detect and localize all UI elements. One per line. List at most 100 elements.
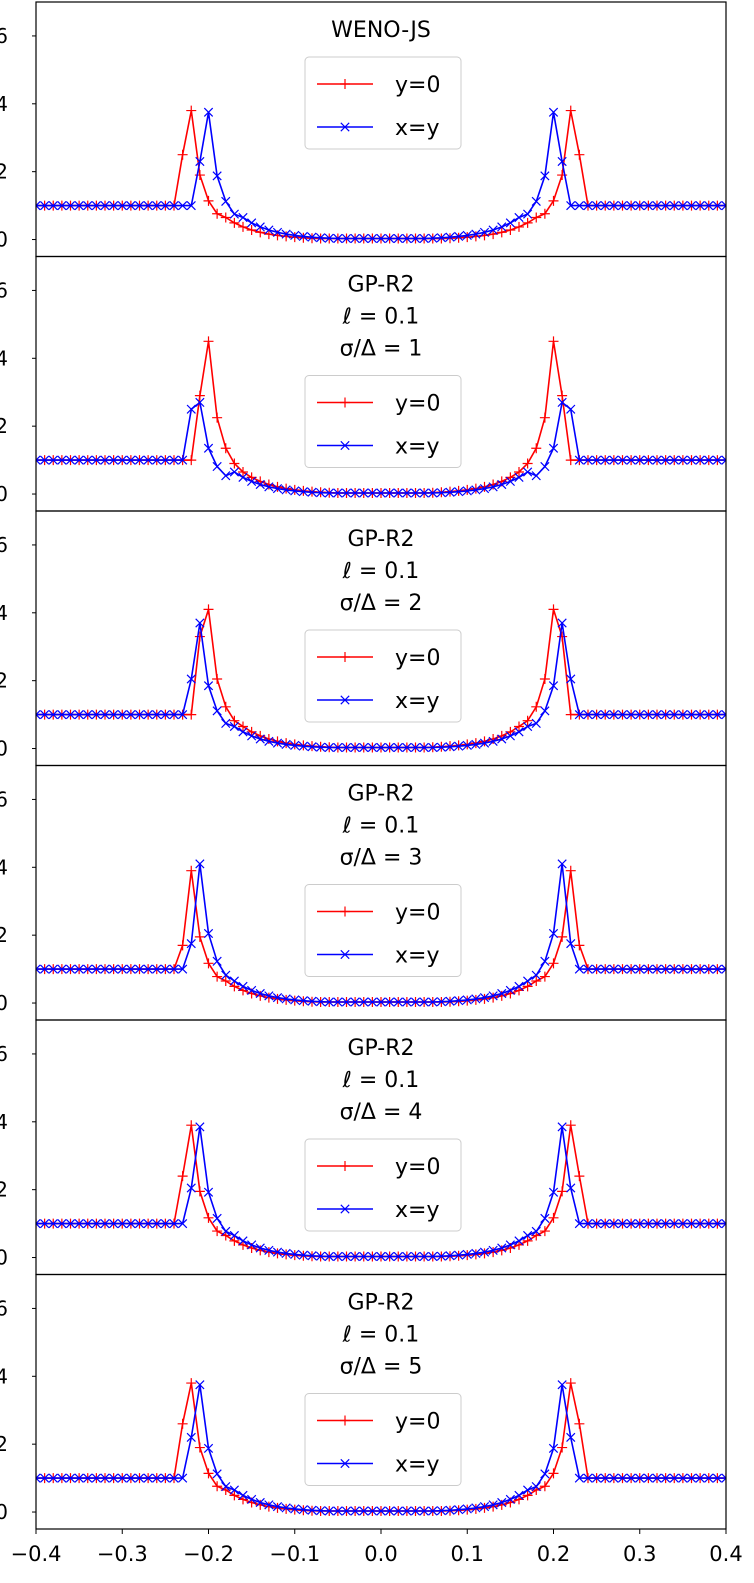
- data-point: [134, 964, 145, 974]
- data-point: [169, 709, 179, 720]
- data-point: [324, 233, 334, 243]
- data-point: [281, 229, 291, 239]
- data-point: [540, 1213, 550, 1223]
- data-point: [74, 709, 84, 720]
- data-point: [488, 1247, 499, 1258]
- series-xy: [36, 397, 726, 498]
- data-point: [410, 997, 421, 1007]
- data-point: [496, 1245, 507, 1256]
- data-point: [721, 709, 726, 720]
- legend-marker: [340, 949, 350, 960]
- data-point: [290, 995, 300, 1005]
- data-point: [686, 964, 697, 974]
- data-point: [496, 227, 507, 238]
- data-point: [117, 964, 127, 974]
- data-point: [557, 156, 567, 167]
- data-point: [514, 981, 524, 991]
- data-point: [393, 233, 403, 244]
- data-point: [445, 232, 455, 242]
- data-point: [678, 1218, 688, 1229]
- data-point: [712, 200, 722, 211]
- data-point: [221, 196, 231, 206]
- data-point: [531, 196, 541, 206]
- data-point: [385, 1251, 395, 1262]
- x-tick-label: −0.1: [269, 1542, 320, 1566]
- data-point: [74, 1218, 84, 1229]
- data-point: [635, 455, 645, 465]
- data-point: [652, 964, 662, 974]
- subplot-1: 0 2 4 6 WENO-JS y=0 x=y: [0, 1, 727, 258]
- data-point: [471, 485, 481, 495]
- y-tick-label: 2: [0, 923, 8, 947]
- data-point: [126, 709, 136, 720]
- data-point: [695, 709, 705, 720]
- data-point: [203, 604, 214, 615]
- data-point: [410, 488, 421, 498]
- data-point: [290, 1249, 300, 1260]
- data-point: [307, 1251, 317, 1261]
- data-point: [583, 200, 593, 211]
- panel-title: WENO-JS: [331, 18, 431, 43]
- data-point: [712, 1473, 722, 1483]
- data-point: [298, 741, 308, 751]
- data-point: [479, 993, 490, 1004]
- data-point: [238, 221, 248, 232]
- data-point: [367, 1506, 377, 1516]
- data-point: [195, 1122, 205, 1132]
- data-point: [385, 488, 395, 498]
- data-point: [548, 1187, 559, 1197]
- data-point: [539, 673, 550, 684]
- data-point: [454, 1505, 464, 1515]
- data-point: [565, 1120, 576, 1131]
- data-point: [117, 1218, 127, 1229]
- data-point: [341, 742, 352, 753]
- data-point: [57, 1473, 67, 1483]
- data-point: [203, 443, 214, 453]
- panel-title: GP-R2: [347, 1036, 414, 1061]
- data-point: [583, 1218, 593, 1229]
- data-point: [221, 1226, 231, 1237]
- data-point: [247, 1240, 257, 1250]
- data-point: [65, 200, 76, 211]
- data-point: [428, 1251, 438, 1262]
- data-point: [57, 200, 67, 211]
- data-point: [678, 964, 688, 974]
- legend-marker: [340, 79, 350, 89]
- data-point: [488, 992, 499, 1003]
- data-point: [178, 1218, 188, 1229]
- data-point: [126, 455, 136, 465]
- data-point: [40, 200, 50, 211]
- data-point: [695, 200, 705, 211]
- legend-label: y=0: [395, 1155, 440, 1180]
- data-point: [462, 1249, 472, 1260]
- data-point: [272, 1502, 283, 1513]
- data-point: [471, 1503, 481, 1513]
- data-point: [186, 1378, 197, 1389]
- data-point: [548, 1443, 559, 1454]
- data-point: [410, 233, 421, 244]
- data-point: [454, 741, 464, 751]
- data-point: [272, 992, 283, 1003]
- data-point: [263, 734, 274, 745]
- data-point: [134, 200, 145, 211]
- data-point: [160, 709, 170, 720]
- data-point: [203, 195, 214, 206]
- data-point: [195, 618, 205, 628]
- y-tick-label: 6: [0, 787, 8, 811]
- data-point: [255, 990, 266, 1001]
- data-point: [117, 455, 127, 465]
- data-point: [333, 488, 343, 498]
- data-point: [36, 1473, 41, 1483]
- data-point: [574, 1418, 585, 1429]
- legend-label: x=y: [395, 689, 439, 714]
- data-point: [220, 443, 231, 454]
- panel-title: σ/Δ = 2: [340, 591, 423, 616]
- data-point: [160, 200, 170, 211]
- data-point: [402, 1251, 412, 1262]
- data-point: [454, 996, 464, 1006]
- data-point: [497, 222, 507, 232]
- data-point: [539, 1226, 550, 1237]
- data-point: [134, 1218, 145, 1229]
- data-point: [462, 995, 472, 1005]
- data-point: [143, 455, 153, 465]
